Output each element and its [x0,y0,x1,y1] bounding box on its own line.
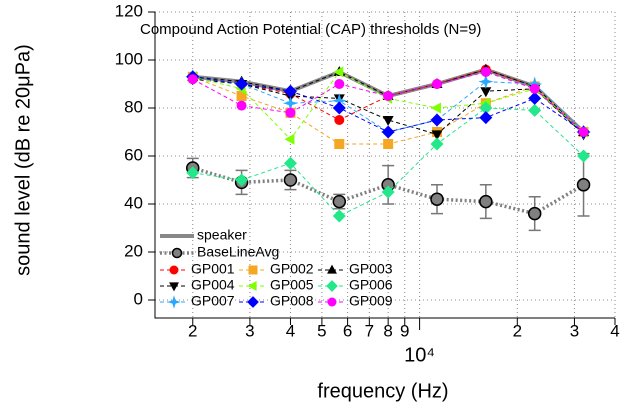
legend-label: GP008 [270,293,314,309]
legend-marker [327,264,337,274]
marker [235,173,249,187]
y-tick-label: 120 [115,1,143,20]
y-tick-label: 80 [124,97,143,116]
x-tick-label: 6 [343,321,352,340]
legend-marker [248,265,258,275]
marker [480,87,492,98]
legend-label: speaker [197,227,247,243]
x-tick-label: 8 [383,321,392,340]
series-line [192,78,584,135]
legend-marker [247,296,259,308]
x-tick-label: 4 [286,321,295,340]
legend-label: GP002 [270,261,314,277]
legend-marker [171,247,183,259]
marker [283,84,297,98]
marker [430,113,444,127]
x-tick-label: 5 [317,321,326,340]
x-tick-label: 3 [570,321,579,340]
legend-marker [247,281,257,291]
marker [236,100,247,111]
marker [334,115,345,125]
axis-frame [154,12,615,319]
marker [334,79,345,89]
series-line [192,69,584,133]
marker [331,93,347,109]
marker [431,102,442,114]
marker [480,67,491,77]
marker [284,133,295,145]
marker [479,111,493,125]
marker [431,130,443,141]
marker [332,101,346,115]
legend-label: GP007 [191,293,235,309]
marker [382,116,394,126]
series-line [192,166,585,216]
x-axis-label: frequency (Hz) [317,380,448,402]
legend-label: GP004 [191,277,235,293]
marker [283,173,298,187]
y-tick-label: 100 [115,49,143,68]
marker [334,139,345,149]
marker [578,127,589,137]
legend-marker [327,297,337,307]
x-tick-label: 2 [188,321,197,340]
marker [527,206,542,221]
legend-marker [169,265,179,275]
marker [577,149,591,163]
y-axis-label: sound level (dB re 20μPa) [12,44,34,276]
legend-marker [326,280,338,292]
legend-label: GP009 [349,293,393,309]
marker [383,139,394,149]
legend-label: GP003 [349,261,393,277]
chart-title: Compound Action Potential (CAP) threshol… [140,21,481,38]
marker [479,101,493,115]
marker [529,83,540,94]
marker [187,74,198,85]
legend-marker [167,295,181,309]
legend-marker [169,282,179,292]
legend-label: GP001 [191,261,235,277]
x-tick-label: 9 [400,321,409,340]
marker [283,156,297,170]
marker [576,178,591,192]
marker [479,194,493,209]
x-tick-label: 7 [365,321,374,340]
legend-label: BaseLineAvg [197,244,279,260]
legend-label: GP005 [270,277,314,293]
marker [236,91,247,101]
marker [478,74,494,90]
x-tick-label: 2 [513,321,522,340]
x-tick-label: 3 [245,321,254,340]
marker [528,91,542,105]
marker [381,125,395,139]
y-tick-label: 60 [124,145,143,164]
marker [332,209,346,223]
marker [430,137,444,151]
y-tick-label: 20 [124,241,143,260]
marker [332,194,347,209]
marker [186,166,200,180]
marker [381,185,395,199]
y-tick-label: 0 [134,289,143,308]
y-tick-label: 40 [124,193,143,212]
marker [432,79,443,89]
marker [235,77,249,91]
marker [333,66,344,78]
marker [282,95,298,111]
marker [430,192,444,206]
marker [528,103,542,117]
legend-label: GP006 [349,277,393,293]
marker [383,91,394,101]
marker [285,107,296,118]
x-tick-label: 10⁴ [404,344,435,366]
x-tick-label: 4 [610,321,619,340]
